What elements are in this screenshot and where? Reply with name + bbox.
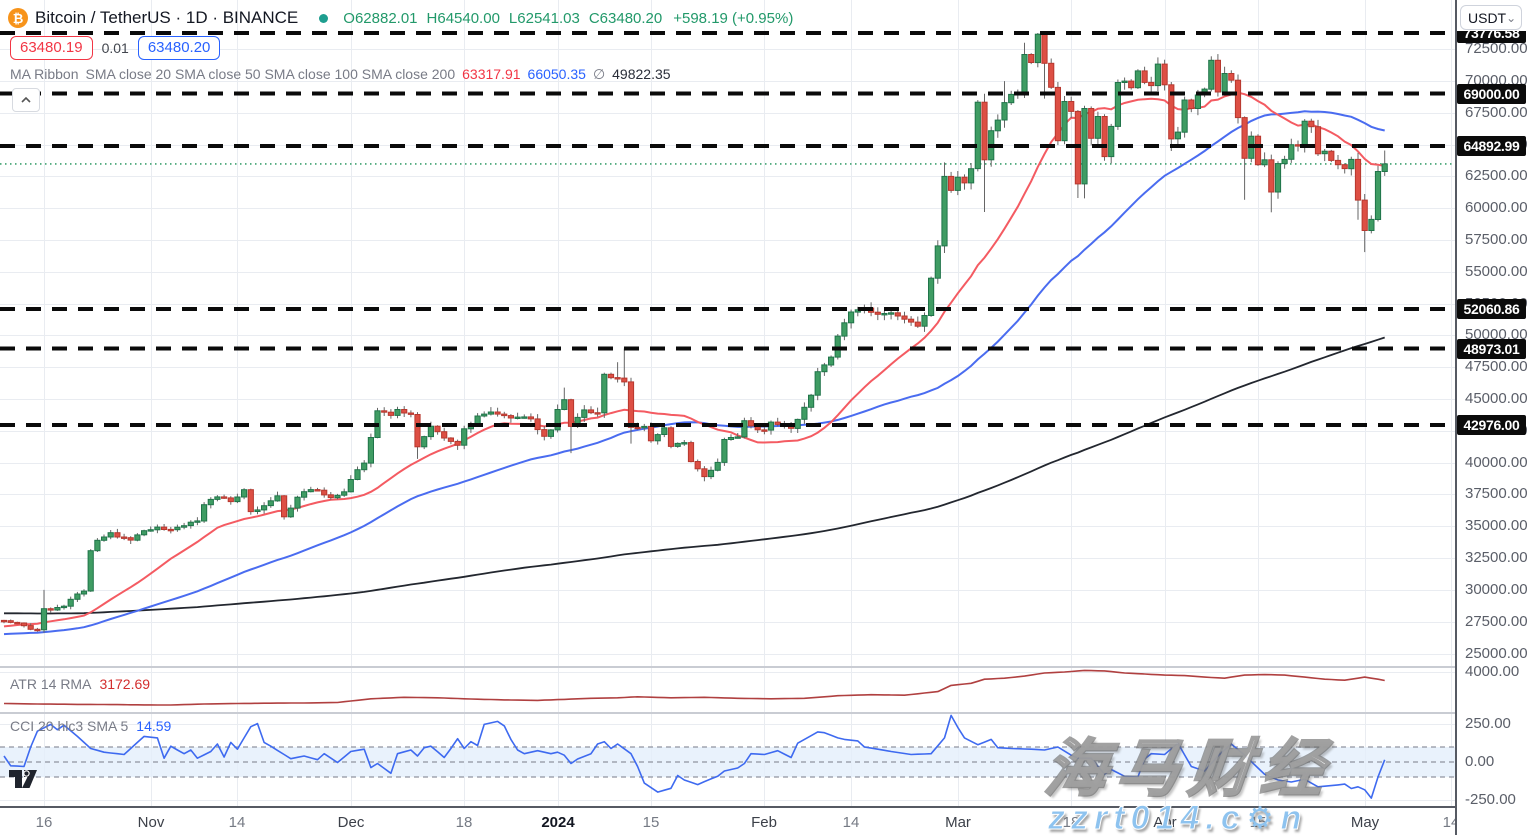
time-axis-tick: Apr [1153, 814, 1177, 831]
sma20-value: 63317.91 [462, 66, 521, 82]
tradingview-logo[interactable] [8, 767, 38, 795]
indicator-axis-tick: 4000.00 [1465, 663, 1520, 680]
bitcoin-icon: ₿ [8, 8, 28, 28]
price-axis-tick: 45000.00 [1465, 390, 1528, 407]
url-watermark: zzrt014.c ⚙ n [1048, 799, 1307, 838]
price-axis-tick: 72500.00 [1465, 40, 1528, 57]
hidden-plot-symbol: ∅ [592, 66, 606, 82]
time-axis-tick: 16 [35, 814, 53, 831]
price-axis-tick: 50000.00 [1465, 326, 1528, 343]
price-axis[interactable]: USDT ⌄ 72500.0070000.0067500.0065000.006… [1455, 0, 1528, 835]
price-level-badge[interactable]: 64892.99 [1457, 136, 1526, 156]
bid-ask-row: 63480.19 0.01 63480.20 [10, 36, 221, 60]
time-axis-tick: 15 [1249, 814, 1267, 831]
ma-ribbon-params: SMA close 20 SMA close 50 SMA close 100 … [85, 66, 456, 82]
url-watermark-prefix: zzrt014.c [1048, 799, 1246, 838]
time-axis-tick: Nov [137, 814, 165, 831]
atr-title: ATR 14 RMA [10, 676, 92, 692]
price-axis-tick: 40000.00 [1465, 454, 1528, 471]
price-axis-tick: 25000.00 [1465, 645, 1528, 662]
candlestick-series[interactable] [0, 33, 1388, 633]
price-level-badge[interactable]: 42976.00 [1457, 415, 1526, 435]
cci-title: CCI 20 hlc3 SMA 5 [10, 718, 129, 734]
price-axis-tick: 47500.00 [1465, 358, 1528, 375]
time-axis[interactable]: 16 Nov 14 Dec 18 2024 15 Feb 14 Mar 18 Apr 15 May 14 [0, 806, 1528, 835]
price-axis-tick: 67500.00 [1465, 104, 1528, 121]
sell-button[interactable]: 63480.19 [10, 36, 93, 60]
time-axis-tick: 14 [228, 814, 246, 831]
time-axis-tick: 14 [842, 814, 860, 831]
tradingview-logo-icon [9, 770, 37, 788]
price-level-badge[interactable]: 69000.00 [1457, 84, 1526, 104]
time-axis-tick: Dec [337, 814, 365, 831]
symbol-title[interactable]: Bitcoin / TetherUS · 1D · BINANCE [35, 8, 299, 27]
currency-dropdown[interactable]: USDT ⌄ [1460, 5, 1522, 30]
currency-value: USDT [1468, 9, 1507, 26]
site-watermark: 海马财经 [1040, 734, 1338, 806]
sma200-value: 49822.35 [612, 66, 671, 82]
price-axis-tick: 35000.00 [1465, 517, 1528, 534]
ma-ribbon-legend[interactable]: MA Ribbon SMA close 20 SMA close 50 SMA … [10, 66, 671, 83]
low-value: L62541.03 [508, 9, 580, 27]
indicator-axis-tick: 250.00 [1465, 715, 1511, 732]
cci-value: 14.59 [136, 718, 172, 734]
chart-header: ₿ Bitcoin / TetherUS · 1D · BINANCE O628… [8, 8, 793, 28]
time-axis-tick: Feb [751, 814, 777, 831]
time-axis-tick: 18 [1062, 814, 1080, 831]
time-axis-tick: 15 [642, 814, 660, 831]
grid [0, 0, 1455, 806]
price-level-badge[interactable]: 48973.01 [1457, 339, 1526, 359]
sma50-value: 66050.35 [527, 66, 586, 82]
price-axis-tick: 62500.00 [1465, 167, 1528, 184]
price-level-badge[interactable]: 52060.86 [1457, 299, 1526, 319]
sma-50-line[interactable] [3, 110, 1385, 636]
url-watermark-suffix: n [1280, 799, 1308, 838]
ohlc-values: O62882.01 H64540.00 L62541.03 C63480.20 … [343, 10, 793, 27]
sma-200-line[interactable] [4, 336, 1385, 615]
time-axis-tick: 2024 [541, 814, 575, 831]
price-level-lines[interactable] [0, 31, 1455, 427]
price-axis-tick: 27500.00 [1465, 613, 1528, 630]
time-axis-tick: Mar [945, 814, 971, 831]
indicator-axis-tick: -250.00 [1465, 791, 1516, 808]
change-value: +598.19 (+0.95%) [673, 9, 794, 27]
price-axis-tick: 57500.00 [1465, 231, 1528, 248]
market-status-icon[interactable] [319, 13, 329, 23]
spread-value: 0.01 [101, 40, 129, 56]
open-value: O62882.01 [343, 9, 418, 27]
atr-value: 3172.69 [99, 676, 151, 692]
time-axis-tick: May [1350, 814, 1380, 831]
atr-pane-legend[interactable]: ATR 14 RMA 3172.69 [10, 676, 150, 692]
buy-button[interactable]: 63480.20 [137, 36, 221, 60]
price-axis-tick: 60000.00 [1465, 199, 1528, 216]
high-value: H64540.00 [426, 9, 500, 27]
close-value: C63480.20 [588, 9, 663, 27]
gear-icon: ⚙ [1246, 802, 1280, 835]
price-axis-tick: 30000.00 [1465, 581, 1528, 598]
time-axis-tick: 18 [455, 814, 473, 831]
price-axis-tick: 55000.00 [1465, 263, 1528, 280]
chevron-up-icon [21, 97, 31, 103]
ma-ribbon-name: MA Ribbon [10, 66, 79, 82]
price-axis-tick: 32500.00 [1465, 549, 1528, 566]
chevron-down-icon: ⌄ [1506, 10, 1517, 25]
price-axis-tick: 37500.00 [1465, 485, 1528, 502]
pane-separators[interactable] [0, 666, 1528, 714]
cci-pane-legend[interactable]: CCI 20 hlc3 SMA 5 14.59 [10, 718, 171, 734]
indicator-axis-tick: 0.00 [1465, 753, 1495, 770]
collapse-pane-button[interactable] [12, 88, 40, 112]
atr-line[interactable] [3, 669, 1385, 706]
cci-line[interactable] [3, 714, 1386, 799]
sma-20-line[interactable] [3, 91, 1385, 628]
